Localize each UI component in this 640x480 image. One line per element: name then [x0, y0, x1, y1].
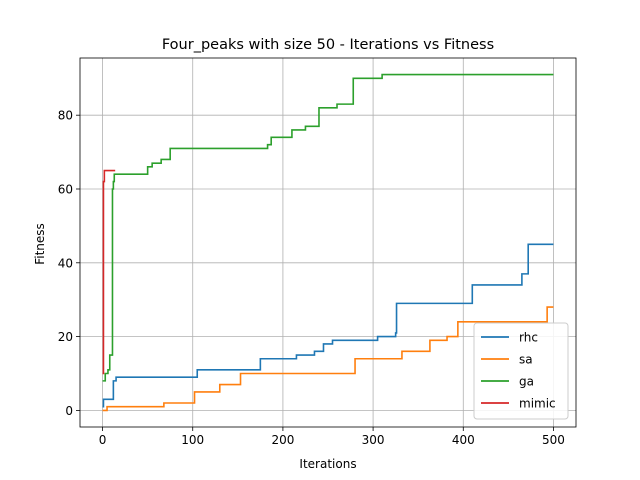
- axis-ticks: 0 100 200 300 400 500 0 20 40 60 80: [58, 109, 565, 447]
- x-tick-label: 0: [99, 433, 107, 447]
- legend: rhc sa ga mimic: [473, 322, 569, 420]
- y-axis-label: Fitness: [33, 223, 47, 265]
- series-line-sa: [102, 306, 554, 412]
- legend-label-sa: sa: [519, 353, 533, 367]
- series-line-mimic: [102, 169, 116, 375]
- series-line-rhc: [102, 243, 554, 408]
- y-tick-label: 80: [58, 109, 73, 123]
- x-tick-label: 500: [542, 433, 565, 447]
- x-tick-label: 100: [181, 433, 204, 447]
- legend-label-ga: ga: [519, 375, 534, 389]
- legend-label-mimic: mimic: [519, 397, 556, 411]
- y-tick-label: 0: [65, 404, 73, 418]
- legend-label-rhc: rhc: [519, 331, 538, 345]
- plot-area-border: [79, 57, 577, 428]
- chart-title: Four_peaks with size 50 - Iterations vs …: [162, 37, 494, 53]
- y-tick-label: 60: [58, 182, 73, 196]
- y-tick-label: 40: [58, 256, 73, 270]
- x-tick-label: 400: [452, 433, 475, 447]
- x-axis-label: Iterations: [299, 457, 356, 471]
- legend-box: [473, 322, 569, 420]
- axes-frame: [79, 57, 577, 428]
- series-line-ga: [102, 73, 554, 382]
- grid-lines: [80, 58, 576, 427]
- series-lines: [102, 73, 554, 412]
- x-tick-label: 200: [271, 433, 294, 447]
- y-tick-label: 20: [58, 330, 73, 344]
- x-tick-label: 300: [362, 433, 385, 447]
